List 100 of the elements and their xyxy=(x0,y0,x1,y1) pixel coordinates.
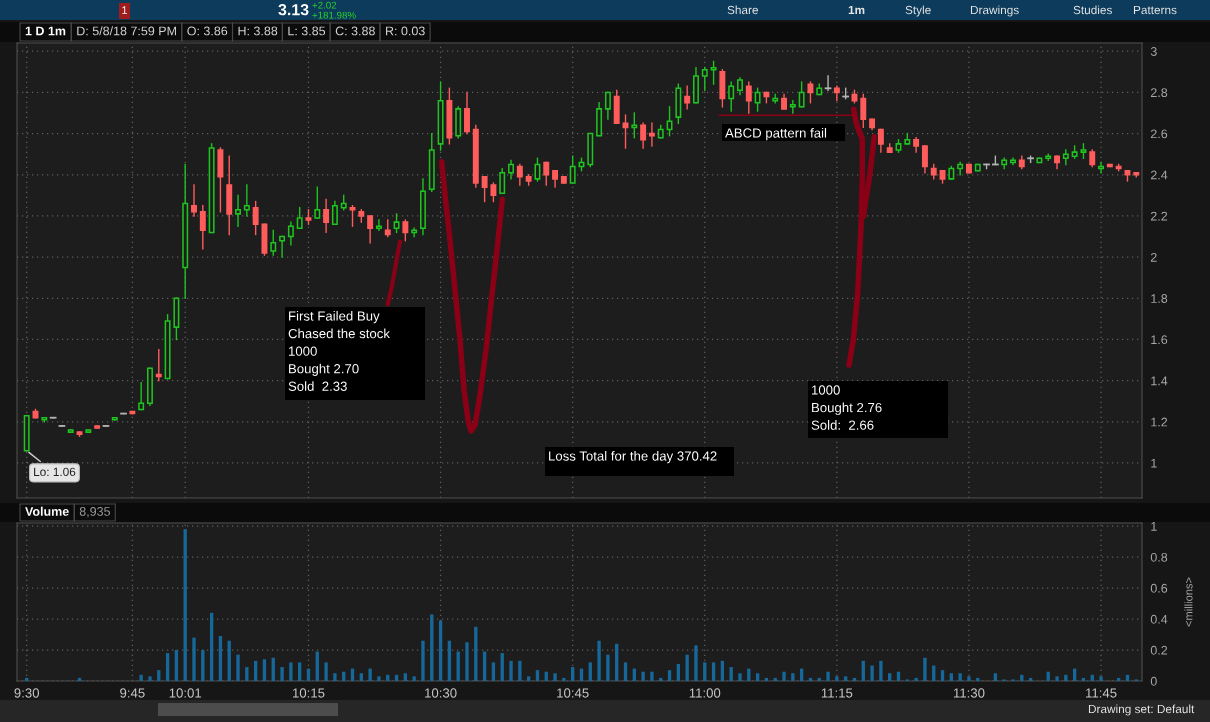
candlestick xyxy=(957,161,964,176)
bar xyxy=(1028,677,1033,681)
text: 1 xyxy=(122,6,128,14)
bar xyxy=(412,676,416,681)
bar xyxy=(562,677,566,681)
bar xyxy=(720,660,725,681)
bar xyxy=(1081,677,1086,681)
chart-title: 1 D 1m xyxy=(25,26,66,36)
bar xyxy=(535,670,540,681)
x-tick-label: 11:45 xyxy=(1086,688,1117,698)
y-tick-label: 3 xyxy=(1150,47,1157,56)
y-tick-label: 1.8 xyxy=(1151,294,1168,303)
text: 1m xyxy=(848,5,865,15)
bar xyxy=(958,673,962,681)
candlestick xyxy=(833,85,840,102)
y-tick-label: 1.2 xyxy=(1151,417,1168,427)
bar xyxy=(738,673,742,681)
bar xyxy=(703,662,707,681)
annotation: First Failed Buy Chased the stock 1000 Bought 2.70 Sold 2.33 xyxy=(288,311,390,391)
candlestick xyxy=(138,382,145,411)
candlestick xyxy=(1062,149,1069,166)
bar xyxy=(474,626,478,681)
bar xyxy=(359,673,363,681)
y-tick-label: 2.4 xyxy=(1150,170,1168,180)
y-tick-label: 2.6 xyxy=(1150,129,1168,139)
bar xyxy=(817,677,821,681)
candlestick xyxy=(684,85,691,110)
x-tick-label: 10:45 xyxy=(557,688,589,698)
candlestick xyxy=(516,163,523,186)
candlestick xyxy=(824,75,832,92)
bar xyxy=(826,671,830,681)
x-tick-label: 11:00 xyxy=(689,688,721,698)
bar xyxy=(597,640,601,681)
y-tick-label: 1 xyxy=(1151,458,1157,468)
candlestick xyxy=(860,93,867,129)
bar xyxy=(465,642,469,681)
bar xyxy=(245,667,249,681)
text: Drawing set: Default xyxy=(1088,704,1195,716)
bar xyxy=(333,673,337,681)
bar xyxy=(791,673,795,681)
candlestick xyxy=(375,219,382,232)
candlestick xyxy=(393,213,400,234)
candlestick xyxy=(728,81,735,112)
bar xyxy=(500,653,504,681)
candlestick xyxy=(349,204,356,227)
y-tick-label: 0 xyxy=(1150,676,1157,686)
candlestick xyxy=(701,67,708,92)
bar xyxy=(139,674,143,681)
y-tick-label: 0.2 xyxy=(1150,645,1168,655)
candlestick xyxy=(252,200,259,236)
bar xyxy=(588,662,592,681)
text: R: 0.03 xyxy=(386,26,425,36)
y-tick-label: 2.8 xyxy=(1150,88,1168,98)
text: C: 3.88 xyxy=(335,26,375,36)
annotation: Loss Total for the day 370.42 xyxy=(549,451,717,464)
bar xyxy=(808,677,813,681)
bar xyxy=(289,662,293,681)
candlestick xyxy=(314,186,321,219)
candlestick xyxy=(640,122,647,149)
y-tick-label: 0.4 xyxy=(1150,614,1168,624)
candlestick xyxy=(464,91,470,135)
y-tick-label: 1.6 xyxy=(1151,335,1168,345)
bar xyxy=(421,640,425,681)
bar xyxy=(615,643,619,681)
bar xyxy=(298,662,302,681)
candlestick xyxy=(710,60,717,85)
bar xyxy=(914,677,918,681)
bar xyxy=(623,662,628,681)
bar xyxy=(764,677,769,681)
x-tick-label: 10:01 xyxy=(169,688,202,698)
bar xyxy=(77,677,82,681)
bar xyxy=(165,653,170,681)
candlestick xyxy=(789,99,796,114)
bar xyxy=(280,667,284,681)
candlestick xyxy=(287,221,294,246)
bar xyxy=(879,660,883,681)
bar xyxy=(659,677,663,681)
text: Style xyxy=(905,5,931,17)
bar xyxy=(403,673,408,681)
bar xyxy=(755,673,760,681)
candlestick xyxy=(499,167,506,195)
y-tick-label: 2.2 xyxy=(1150,211,1168,221)
bar xyxy=(967,676,971,681)
candlestick xyxy=(508,159,514,180)
candlestick xyxy=(270,229,277,256)
candlestick xyxy=(191,184,197,217)
bar xyxy=(861,660,865,681)
bar xyxy=(923,657,927,681)
y-tick-label: 1.4 xyxy=(1151,376,1168,386)
bar xyxy=(236,654,240,681)
candlestick xyxy=(279,235,286,258)
candlestick xyxy=(490,182,497,203)
text: Drawings xyxy=(970,5,1019,17)
candlestick xyxy=(807,81,814,104)
candlestick xyxy=(798,81,805,108)
text: D: 5/8/18 7:59 PM xyxy=(77,26,176,36)
text: +181.98% xyxy=(312,11,356,19)
text: O: 3.86 xyxy=(187,26,228,36)
bar xyxy=(253,660,258,681)
x-tick-label: 10:15 xyxy=(292,688,325,698)
